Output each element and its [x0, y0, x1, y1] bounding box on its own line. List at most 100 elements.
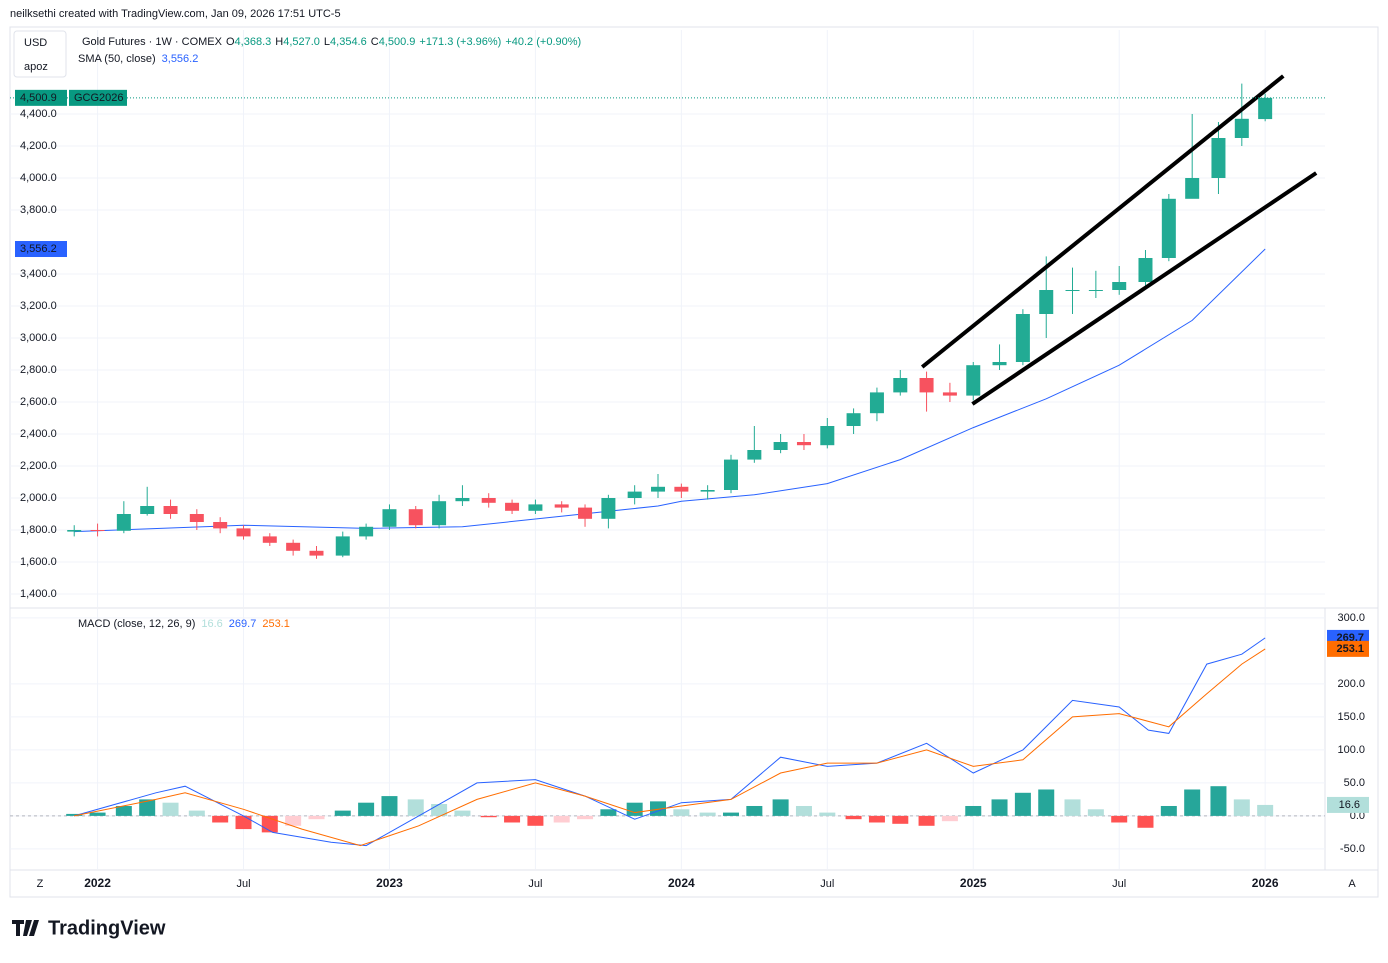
sma-tag [15, 241, 67, 258]
brand: TradingView [48, 917, 166, 939]
legend-item: H [275, 36, 283, 48]
candle-body [700, 490, 715, 492]
histogram-bar [115, 805, 132, 816]
x-tick-label: 2023 [376, 876, 403, 890]
histogram-bar [819, 812, 836, 816]
histogram-bar [334, 810, 351, 816]
zoom-button[interactable]: Z [37, 878, 44, 890]
candle-body [942, 392, 957, 396]
candle-body [674, 486, 689, 492]
currency-box[interactable] [13, 30, 67, 78]
candle-body [382, 509, 397, 527]
histogram-bar [235, 815, 252, 830]
symbol-tag [69, 89, 127, 106]
y-tick-label: 4,200.0 [20, 140, 57, 152]
histogram-bar [1210, 786, 1227, 816]
candle-body [116, 514, 131, 531]
candle-body [554, 504, 569, 508]
candle-body [455, 498, 470, 502]
trendline [920, 74, 1285, 369]
histogram-bar [308, 815, 325, 820]
candle-body [163, 506, 178, 514]
sma-tag-label: 3,556.2 [20, 243, 57, 255]
histogram-bar [454, 810, 471, 816]
y-tick-label: 200.0 [1337, 678, 1365, 690]
candle-body [601, 498, 616, 519]
x-tick-label: 2026 [1252, 876, 1279, 890]
y-tick-label: 3,400.0 [20, 268, 57, 280]
histogram-bar [845, 815, 862, 820]
candle-body [578, 507, 593, 519]
sma-legend: SMA (50, close) 3,556.2 [78, 53, 198, 65]
histogram-bar [699, 812, 716, 816]
legend-item: C [371, 36, 379, 48]
y-tick-label: 100.0 [1337, 744, 1365, 756]
frame [9, 26, 1379, 898]
macd-legend: MACD (close, 12, 26, 9) 16.6 269.7 253.1 [78, 618, 290, 630]
histogram-bar [407, 799, 424, 816]
y-tick-label: 2,200.0 [20, 460, 57, 472]
auto-button[interactable]: A [1348, 878, 1356, 890]
histogram-bar [162, 802, 179, 816]
candle-body [359, 526, 374, 537]
candle-body [1211, 138, 1226, 178]
brand-logo [12, 920, 39, 936]
legend-item: 4,527.0 [283, 36, 320, 48]
x-tick-label: Jul [1112, 878, 1126, 890]
candle-body [651, 486, 666, 492]
candle-body [992, 362, 1007, 366]
legend-item: 3,556.2 [162, 53, 199, 65]
y-tick-label: 50.0 [1344, 777, 1365, 789]
x-tick-label: Jul [820, 878, 834, 890]
histogram-bar [1111, 815, 1128, 823]
candle-body [773, 442, 788, 450]
histogram-bar [66, 813, 83, 816]
x-tick-label: 2022 [84, 876, 111, 890]
y-tick-label: 3,200.0 [20, 300, 57, 312]
histogram-bar [1257, 804, 1274, 816]
candle-body [627, 491, 642, 498]
candle-body [846, 413, 861, 426]
legend-item: L [324, 36, 330, 48]
sma-line [74, 248, 1266, 533]
histogram-bar [673, 809, 690, 816]
y-tick-label: 4,400.0 [20, 108, 57, 120]
histogram-bar [431, 804, 448, 816]
histogram-bar [746, 805, 763, 816]
histogram-bar [1184, 789, 1201, 816]
histogram-bar [1137, 815, 1154, 828]
histogram-bar [212, 815, 229, 823]
value-tag [1327, 640, 1369, 657]
legend-item: Gold Futures · 1W · COMEX [82, 36, 223, 48]
candle-body [1185, 178, 1200, 199]
histogram-bar [1233, 799, 1250, 816]
legend-item: +40.2 (+0.90%) [505, 36, 581, 48]
y-tick-label: 3,000.0 [20, 332, 57, 344]
candle-body [723, 459, 738, 490]
candle-body [189, 514, 204, 522]
candle-body [1112, 282, 1127, 290]
histogram-bar [1160, 805, 1177, 816]
macd-line [74, 648, 1266, 847]
candle-body [213, 522, 228, 529]
unit: apoz [24, 61, 48, 73]
value-tag [1327, 796, 1369, 813]
candle-body [747, 450, 762, 460]
histogram-bar [89, 812, 106, 816]
legend-item: MACD (close, 12, 26, 9) [78, 618, 195, 630]
trendline [971, 171, 1318, 406]
currency: USD [24, 37, 47, 49]
candle-body [1258, 97, 1273, 120]
value-tag-label: 253.1 [1336, 643, 1364, 655]
legend-item: O [226, 36, 235, 48]
legend-item: SMA (50, close) [78, 53, 156, 65]
y-tick-label: 3,800.0 [20, 204, 57, 216]
y-tick-label: 4,000.0 [20, 172, 57, 184]
legend-item: 4,368.3 [235, 36, 272, 48]
candle-body [262, 536, 277, 543]
y-tick-label: 2,000.0 [20, 492, 57, 504]
y-tick-label: 1,800.0 [20, 524, 57, 536]
candle-body [919, 378, 934, 393]
candle-body [286, 542, 301, 551]
